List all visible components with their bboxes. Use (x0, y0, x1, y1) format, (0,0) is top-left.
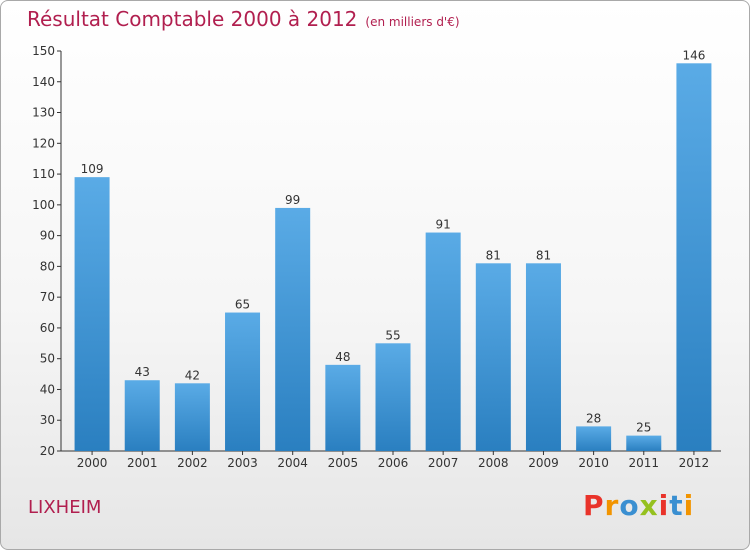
x-tick-label: 2005 (328, 456, 359, 470)
data-label-2000: 109 (81, 162, 104, 176)
data-label-2001: 43 (135, 365, 150, 379)
data-label-2012: 146 (682, 48, 705, 62)
y-tick-label: 80 (40, 259, 55, 273)
data-label-2008: 81 (486, 248, 501, 262)
title-main: Résultat Comptable 2000 à 2012 (27, 7, 358, 31)
x-tick-label: 2000 (77, 456, 108, 470)
data-label-2011: 25 (636, 421, 651, 435)
chart-axes: 20 30 40 50 60 70 80 90 100 110 120 130 140 150 (32, 44, 721, 458)
y-tick-label: 130 (32, 106, 55, 120)
data-label-2010: 28 (586, 411, 601, 425)
y-tick-label: 30 (40, 413, 55, 427)
y-tick-label: 110 (32, 167, 55, 181)
x-tick-label: 2006 (378, 456, 409, 470)
y-tick-label: 60 (40, 321, 55, 335)
y-tick-label: 50 (40, 352, 55, 366)
data-label-2006: 55 (385, 328, 400, 342)
proxiti-logo[interactable]: Proxiti (583, 489, 694, 522)
data-label-2007: 91 (436, 218, 451, 232)
chart-labels: 2000 109 2001 43 2002 42 2003 65 2004 99 2005 48 200… (77, 48, 709, 470)
bar-2009 (525, 263, 561, 451)
title-subtitle: (en milliers d'€) (365, 15, 460, 29)
x-tick-label: 2002 (177, 456, 208, 470)
logo-letter: P (583, 489, 605, 522)
commune-name: LIXHEIM (28, 497, 102, 518)
data-label-2003: 65 (235, 298, 250, 312)
x-tick-label: 2012 (679, 456, 710, 470)
y-tick-label: 120 (32, 136, 55, 150)
data-label-2002: 42 (185, 368, 200, 382)
y-tick-label: 40 (40, 382, 55, 396)
bar-2007 (425, 232, 461, 451)
x-tick-label: 2008 (478, 456, 509, 470)
x-tick-label: 2001 (127, 456, 158, 470)
bar-2011 (626, 435, 662, 451)
y-tick-label: 90 (40, 229, 55, 243)
logo-letter: x (639, 489, 659, 522)
bar-2005 (325, 364, 361, 451)
y-tick-label: 100 (32, 198, 55, 212)
y-tick-label: 150 (32, 44, 55, 58)
x-tick-label: 2004 (277, 456, 308, 470)
y-tick-label: 140 (32, 75, 55, 89)
logo-letter: o (619, 489, 640, 522)
chart-title: Résultat Comptable 2000 à 2012 (en millie… (27, 7, 460, 31)
bar-2008 (475, 263, 511, 451)
logo-letter: r (604, 489, 620, 522)
bar-2012 (676, 63, 712, 452)
data-label-2004: 99 (285, 193, 300, 207)
logo-letter: t (669, 489, 684, 522)
bar-2000 (74, 177, 110, 451)
bar-2004 (275, 207, 311, 451)
logo-letter: i (658, 489, 670, 522)
logo-letter: i (683, 489, 695, 522)
bar-2002 (174, 383, 210, 451)
bar-2003 (225, 312, 261, 451)
x-tick-label: 2009 (528, 456, 559, 470)
data-label-2005: 48 (335, 350, 350, 364)
x-tick-label: 2011 (628, 456, 659, 470)
x-tick-label: 2010 (578, 456, 609, 470)
y-tick-label: 70 (40, 290, 55, 304)
bar-2010 (576, 426, 612, 451)
data-label-2009: 81 (536, 248, 551, 262)
x-tick-label: 2003 (227, 456, 258, 470)
bar-2001 (124, 380, 160, 451)
bar-2006 (375, 343, 411, 451)
chart-bars (74, 63, 712, 452)
x-tick-label: 2007 (428, 456, 459, 470)
y-tick-label: 20 (40, 444, 55, 458)
